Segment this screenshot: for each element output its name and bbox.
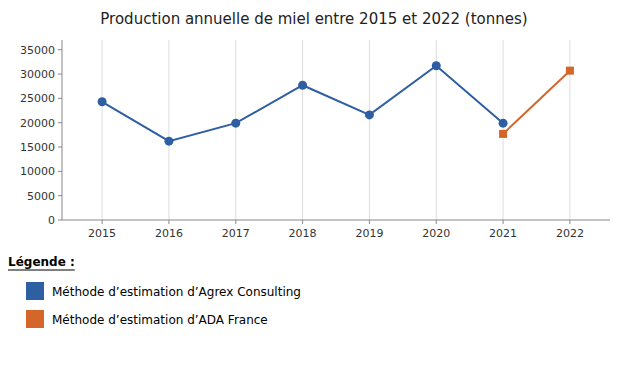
tick-x [302, 220, 303, 224]
legend-title-underline [8, 270, 75, 271]
grid-line-x [369, 40, 370, 220]
legend-label: Méthode d’estimation d’ADA France [52, 313, 268, 327]
axis-x [62, 220, 610, 221]
tick-label-x: 2021 [489, 227, 517, 240]
chart-container: Production annuelle de miel entre 2015 e… [0, 0, 628, 370]
tick-label-x: 2020 [422, 227, 450, 240]
title: Production annuelle de miel entre 2015 e… [100, 10, 527, 28]
series-marker [298, 81, 307, 90]
tick-x [102, 220, 103, 224]
plot-area [98, 61, 574, 145]
tick-label-x: 2015 [88, 227, 116, 240]
tick-label-y: 30000 [20, 68, 55, 81]
tick-label-x: 2016 [155, 227, 183, 240]
tick-label-y: 35000 [20, 44, 55, 57]
series-marker [499, 119, 508, 128]
tick-label-x: 2018 [289, 227, 317, 240]
series-marker [164, 137, 173, 146]
tick-label-y: 25000 [20, 92, 55, 105]
legend-swatch [26, 310, 44, 328]
tick-x [569, 220, 570, 224]
series-marker [432, 61, 441, 70]
tick-x [436, 220, 437, 224]
tick-y [58, 49, 62, 50]
tick-y [58, 98, 62, 99]
tick-label-x: 2022 [556, 227, 584, 240]
series-line [102, 66, 503, 141]
legend-label: Méthode d’estimation d’Agrex Consulting [52, 285, 301, 299]
tick-y [58, 220, 62, 221]
tick-label-y: 5000 [27, 190, 55, 203]
tick-label-y: 20000 [20, 117, 55, 130]
tick-label-y: 0 [48, 214, 55, 227]
series-marker [231, 119, 240, 128]
tick-y [58, 147, 62, 148]
tick-x [369, 220, 370, 224]
legend-title: Légende : [8, 255, 75, 269]
series-marker [499, 130, 507, 138]
legend-swatch [26, 282, 44, 300]
grid-line-x [168, 40, 169, 220]
tick-y [58, 195, 62, 196]
tick-label-x: 2017 [222, 227, 250, 240]
grid-line-x [102, 40, 103, 220]
tick-y [58, 122, 62, 123]
series-line [503, 71, 570, 134]
grid-line-x [302, 40, 303, 220]
series-marker [566, 67, 574, 75]
axis-y [62, 40, 63, 220]
tick-x [235, 220, 236, 224]
tick-label-y: 15000 [20, 141, 55, 154]
tick-label-x: 2019 [355, 227, 383, 240]
tick-x [168, 220, 169, 224]
tick-label-y: 10000 [20, 165, 55, 178]
tick-x [503, 220, 504, 224]
series-marker [98, 97, 107, 106]
grid-line-x [235, 40, 236, 220]
series-marker [365, 110, 374, 119]
tick-y [58, 74, 62, 75]
chart-svg: Production annuelle de miel entre 2015 e… [0, 0, 628, 370]
tick-y [58, 171, 62, 172]
